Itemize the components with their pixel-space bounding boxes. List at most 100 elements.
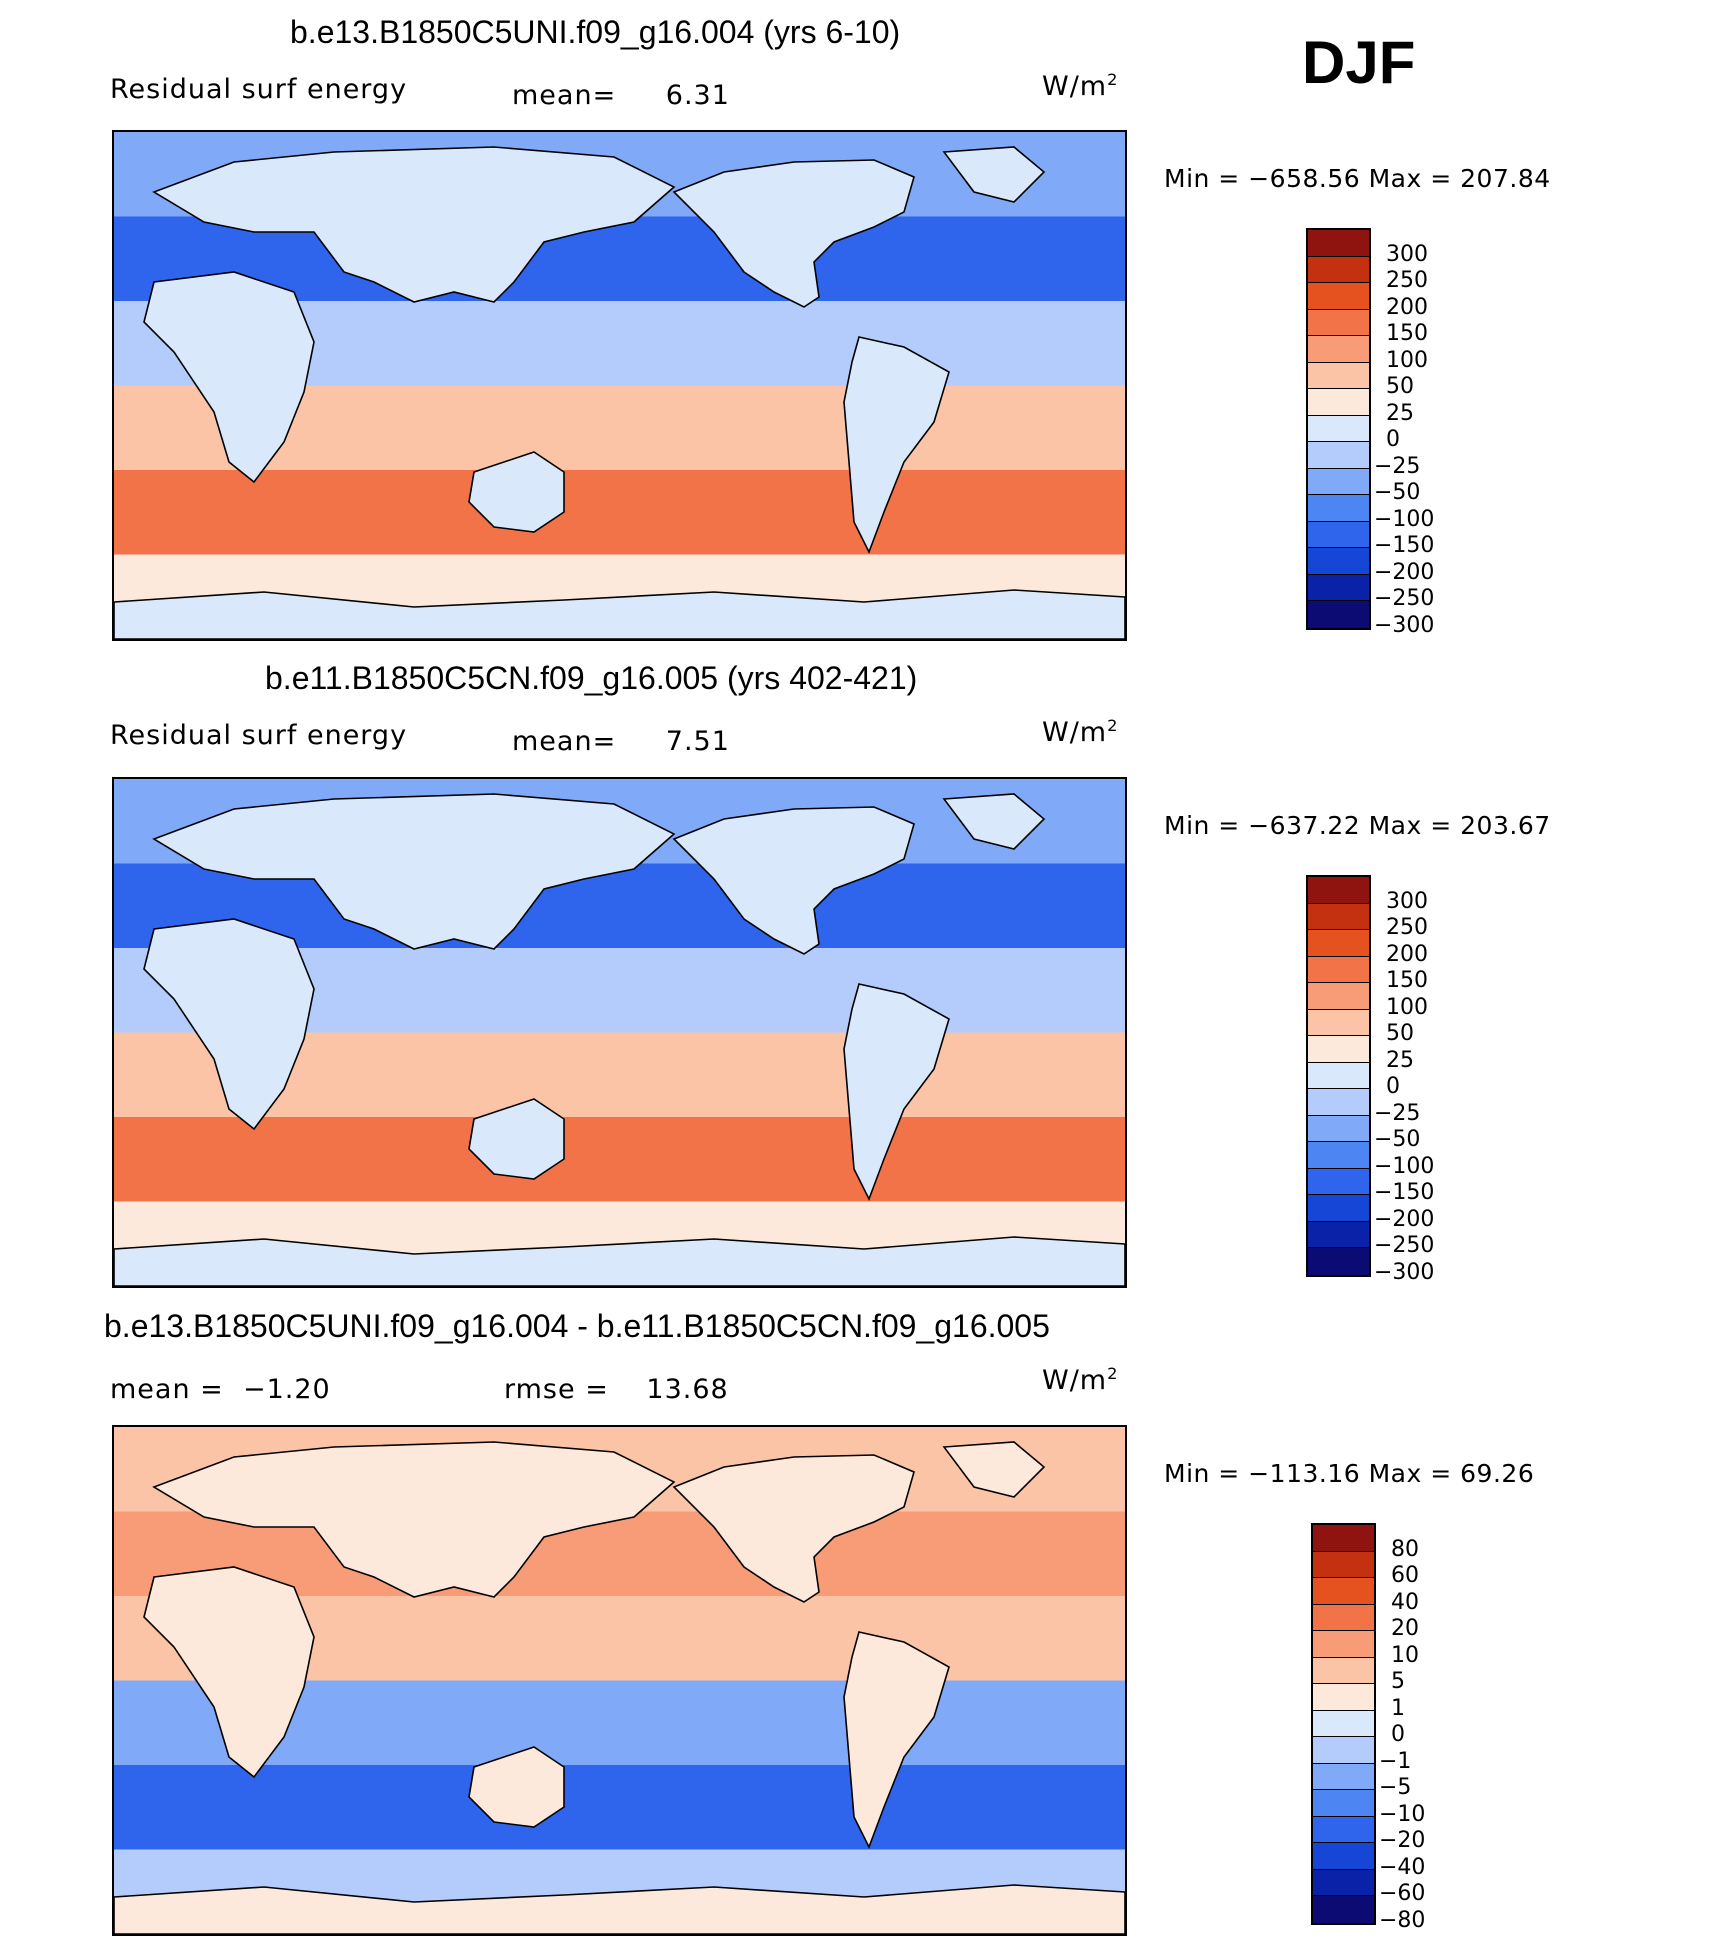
panel-1-colorbar-segment	[1308, 283, 1369, 310]
panel-1-colorbar-tick: −200	[1374, 559, 1435, 585]
panel-3-mean: mean = −1.20	[110, 1374, 331, 1405]
panel-2-colorbar-tick: 0	[1386, 1074, 1400, 1100]
panel-2-continent-australia	[468, 1098, 565, 1180]
panel-2-colorbar-tick: 50	[1386, 1021, 1414, 1047]
panel-2-band-4	[114, 1117, 1125, 1203]
panel-1-continent-africa	[143, 271, 315, 484]
panel-3-colorbar-segment	[1313, 1525, 1374, 1552]
panel-3-units: W/m2	[1042, 1364, 1118, 1396]
panel-1-map-svg	[114, 132, 1125, 639]
panel-1-colorbar-tick: 50	[1386, 374, 1414, 400]
panel-3-max-value: 69.26	[1460, 1459, 1535, 1488]
panel-2-colorbar-segment	[1308, 930, 1369, 957]
panel-2-colorbar-tick: −100	[1374, 1153, 1435, 1179]
panel-1-colorbar-tick: −250	[1374, 586, 1435, 612]
panel-2-continent-europe-asia	[152, 793, 676, 950]
panel-3-colorbar-tick: 10	[1391, 1642, 1419, 1668]
panel-1-continent-antarctica	[114, 589, 1125, 639]
panel-1-title: b.e13.B1850C5UNI.f09_g16.004 (yrs 6-10)	[290, 14, 901, 50]
panel-1-colorbar-tick: 0	[1386, 427, 1400, 453]
units-exp: 2	[1107, 1364, 1119, 1383]
panel-1-continents	[114, 146, 1125, 639]
panel-1-continent-europe-asia	[152, 146, 676, 303]
panel-1-continent-greenland	[942, 146, 1046, 203]
panel-1-colorbar-segment	[1308, 415, 1369, 443]
panel-1-min-value: −658.56	[1248, 164, 1361, 193]
panel-1-colorbar-tick: 100	[1386, 347, 1428, 373]
panel-2-continents	[114, 793, 1125, 1286]
panel-2-colorbar-segment	[1308, 877, 1369, 904]
panel-1-band-4	[114, 470, 1125, 556]
panel-2-colorbar-segment	[1308, 1062, 1369, 1090]
panel-2-mean-value: 7.51	[665, 726, 730, 757]
units-base: W/m	[1042, 1365, 1108, 1396]
panel-3-colorbar-segment	[1313, 1657, 1374, 1685]
panel-1-colorbar-segment	[1308, 521, 1369, 549]
panel-3-band-4	[114, 1765, 1125, 1851]
panel-3-colorbar-tick: 5	[1391, 1669, 1405, 1695]
panel-3-colorbar-segment	[1313, 1551, 1374, 1579]
panel-2-colorbar-tick: 100	[1386, 994, 1428, 1020]
panel-1-colorbar-tick: 25	[1386, 400, 1414, 426]
panel-1-colorbar-segment	[1308, 468, 1369, 496]
panel-2-colorbar-segment	[1308, 1115, 1369, 1143]
panel-3-continent-south-america	[843, 1631, 950, 1849]
panel-2-colorbar-segment	[1308, 983, 1369, 1010]
panel-3-colorbar-tick: −20	[1379, 1828, 1426, 1854]
panel-3-colorbar-tick: −5	[1379, 1775, 1412, 1801]
panel-1-continent-north-america	[672, 159, 915, 308]
panel-1-colorbar-tick: −150	[1374, 533, 1435, 559]
panel-1-colorbar-tick: 200	[1386, 294, 1428, 320]
panel-2-colorbar-segment	[1308, 1221, 1369, 1249]
panel-3-colorbar-segment	[1313, 1684, 1374, 1711]
panel-3-continent-greenland	[942, 1441, 1046, 1498]
panel-3-colorbar-tick: −10	[1379, 1801, 1426, 1827]
panel-3-colorbar-tick: 80	[1391, 1536, 1419, 1562]
panel-2-min-value: −637.22	[1248, 811, 1361, 840]
panel-2-title: b.e11.B1850C5CN.f09_g16.005 (yrs 402-421…	[265, 660, 918, 696]
panel-1-colorbar-segment	[1308, 574, 1369, 602]
panel-3-colorbar-tick: 1	[1391, 1695, 1405, 1721]
panel-1-continent-australia	[468, 451, 565, 533]
panel-3-continent-north-america	[672, 1454, 915, 1603]
panel-3-continent-antarctica	[114, 1884, 1125, 1934]
panel-1-variable-label: Residual surf energy	[110, 74, 408, 105]
panel-1-colorbar-tick: 250	[1386, 268, 1428, 294]
panel-1-colorbar-tick: 300	[1386, 241, 1428, 267]
panel-1-colorbar-segment	[1308, 362, 1369, 390]
panel-3-colorbar-segment	[1313, 1578, 1374, 1605]
panel-1-colorbar-segment	[1308, 336, 1369, 363]
panel-3-colorbar-tick: 60	[1391, 1563, 1419, 1589]
panel-2-colorbar-tick: −50	[1374, 1127, 1421, 1153]
panel-3-colorbar-segment	[1313, 1763, 1374, 1791]
panel-2-continent-antarctica	[114, 1236, 1125, 1286]
panel-1-colorbar-tick: 150	[1386, 321, 1428, 347]
panel-1-colorbar-segment	[1308, 256, 1369, 284]
panel-3-title: b.e13.B1850C5UNI.f09_g16.004 - b.e11.B18…	[104, 1308, 1050, 1344]
panel-3-max-key: Max =	[1368, 1459, 1452, 1488]
panel-2-colorbar	[1306, 875, 1371, 1277]
panel-2-colorbar-segment	[1308, 1142, 1369, 1169]
panel-3-rmse-key: rmse =	[504, 1374, 609, 1405]
panel-1-min-key: Min =	[1164, 164, 1240, 193]
panel-3-continents	[114, 1441, 1125, 1934]
panel-2-max-value: 203.67	[1460, 811, 1551, 840]
panel-3-colorbar-tick: −80	[1379, 1908, 1426, 1933]
panel-1-colorbar-segment	[1308, 548, 1369, 575]
panel-1-continent-south-america	[843, 336, 950, 554]
panel-1-colorbar-segment	[1308, 601, 1369, 628]
panel-2-colorbar-tick: 200	[1386, 941, 1428, 967]
panel-2-mean-key: mean=	[512, 726, 617, 757]
panel-1-colorbar-segment	[1308, 389, 1369, 416]
units-base: W/m	[1042, 71, 1108, 102]
panel-1-minmax: Min = −658.56 Max = 207.84	[1164, 164, 1551, 193]
panel-2-mean: mean= 7.51	[512, 726, 730, 757]
panel-2-max-key: Max =	[1368, 811, 1452, 840]
panel-2-colorbar-segment	[1308, 1089, 1369, 1116]
season-label: DJF	[1302, 29, 1416, 96]
panel-1-colorbar-tick: −300	[1374, 613, 1435, 638]
panel-2-continent-north-america	[672, 806, 915, 955]
panel-2-map	[112, 777, 1127, 1288]
panel-3-colorbar-segment	[1313, 1710, 1374, 1738]
panel-2-map-svg	[114, 779, 1125, 1286]
